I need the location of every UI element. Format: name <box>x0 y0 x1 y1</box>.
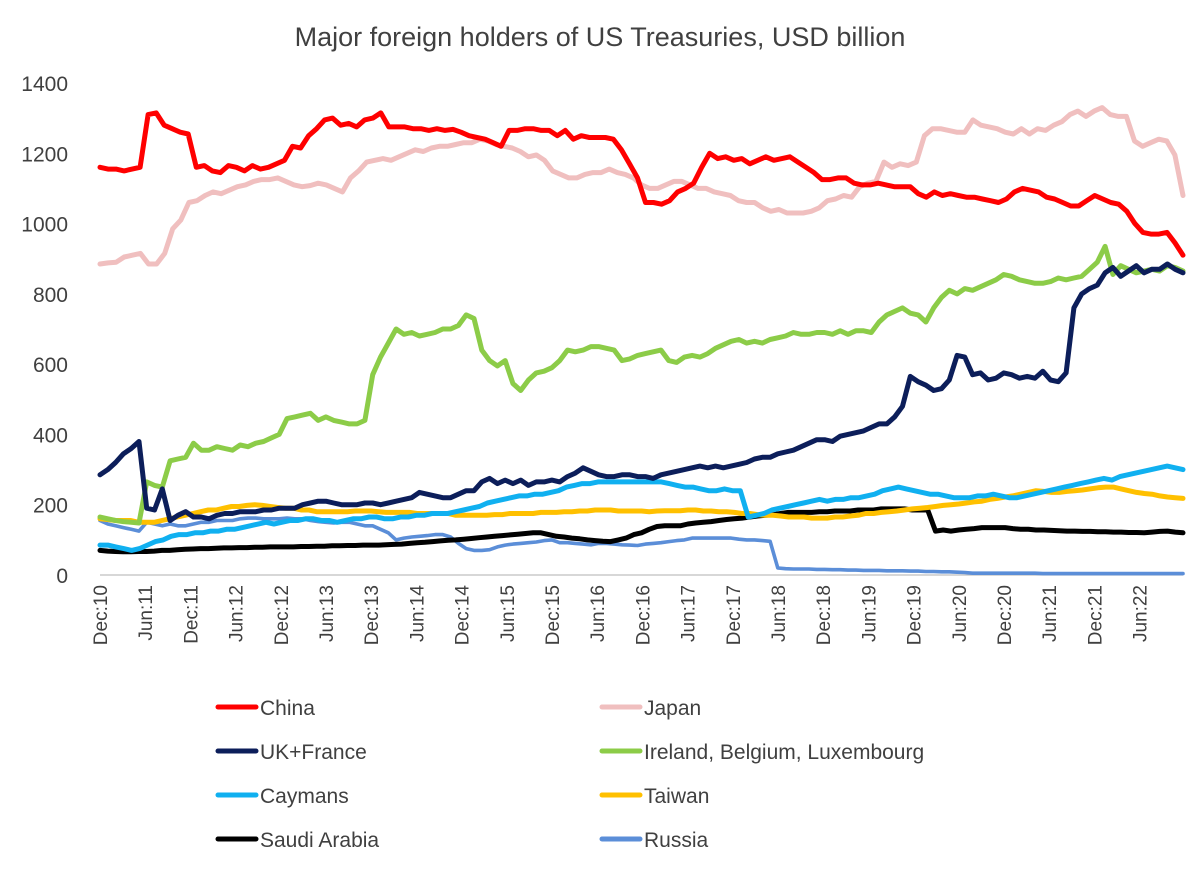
legend-label: Ireland, Belgium, Luxembourg <box>644 741 924 764</box>
chart-title: Major foreign holders of US Treasuries, … <box>295 22 906 52</box>
legend-label: UK+France <box>260 741 367 764</box>
y-tick-label: 600 <box>33 354 68 377</box>
legend-label: Saudi Arabia <box>260 829 379 852</box>
x-tick-label: Dec:16 <box>633 585 654 645</box>
legend: China Japan UK+France Ireland, Belgium, Lux… <box>215 697 924 852</box>
series-line-china <box>97 110 1186 258</box>
x-axis: Dec:10 Jun:11 Dec:11 Jun:12 Dec:12 Jun:13 Dec:… <box>91 585 1152 646</box>
y-tick-label: 1400 <box>21 73 68 96</box>
series-line-saudi-arabia <box>97 506 1186 555</box>
y-tick-label: 200 <box>33 495 68 518</box>
x-tick-label: Dec:13 <box>362 585 383 645</box>
x-tick-label: Jun:12 <box>227 585 248 642</box>
x-tick-label: Dec:18 <box>814 585 835 645</box>
series-line-russia <box>98 516 1185 576</box>
legend-label: Taiwan <box>644 785 709 808</box>
x-tick-label: Jun:20 <box>950 585 971 642</box>
legend-label: China <box>260 697 315 720</box>
plot-area <box>97 105 1186 576</box>
y-tick-label: 1200 <box>21 143 68 166</box>
x-tick-label: Dec:19 <box>905 585 926 645</box>
x-tick-label: Jun:13 <box>317 585 338 642</box>
series-line-ireland-belgium-luxembourg <box>97 243 1186 526</box>
x-tick-label: Jun:11 <box>136 585 157 641</box>
x-tick-label: Jun:22 <box>1131 585 1152 642</box>
y-tick-label: 1000 <box>21 214 68 237</box>
x-tick-label: Jun:21 <box>1040 585 1061 642</box>
x-tick-label: Jun:19 <box>859 585 880 642</box>
x-tick-label: Dec:12 <box>272 585 293 645</box>
y-tick-label: 800 <box>33 284 68 307</box>
x-tick-label: Jun:15 <box>498 585 519 642</box>
x-tick-label: Dec:14 <box>453 585 474 646</box>
series-line-uk-france <box>97 261 1186 523</box>
legend-label: Japan <box>644 697 701 720</box>
legend-label: Russia <box>644 829 709 852</box>
series-line-caymans <box>97 463 1186 553</box>
x-tick-label: Dec:20 <box>995 585 1016 645</box>
x-tick-label: Dec:21 <box>1085 585 1106 645</box>
x-tick-label: Dec:11 <box>181 585 202 644</box>
y-tick-label: 0 <box>56 565 68 588</box>
legend-label: Caymans <box>260 785 349 808</box>
x-tick-label: Dec:17 <box>724 585 745 645</box>
x-tick-label: Jun:16 <box>588 585 609 642</box>
x-tick-label: Dec:10 <box>91 585 112 645</box>
x-tick-label: Jun:14 <box>407 585 428 642</box>
x-tick-label: Jun:17 <box>679 585 700 642</box>
y-tick-label: 400 <box>33 424 68 447</box>
y-axis: 0 200 400 600 800 1000 1200 1400 <box>21 73 68 588</box>
x-tick-label: Dec:15 <box>543 585 564 645</box>
x-tick-label: Jun:18 <box>769 585 790 642</box>
